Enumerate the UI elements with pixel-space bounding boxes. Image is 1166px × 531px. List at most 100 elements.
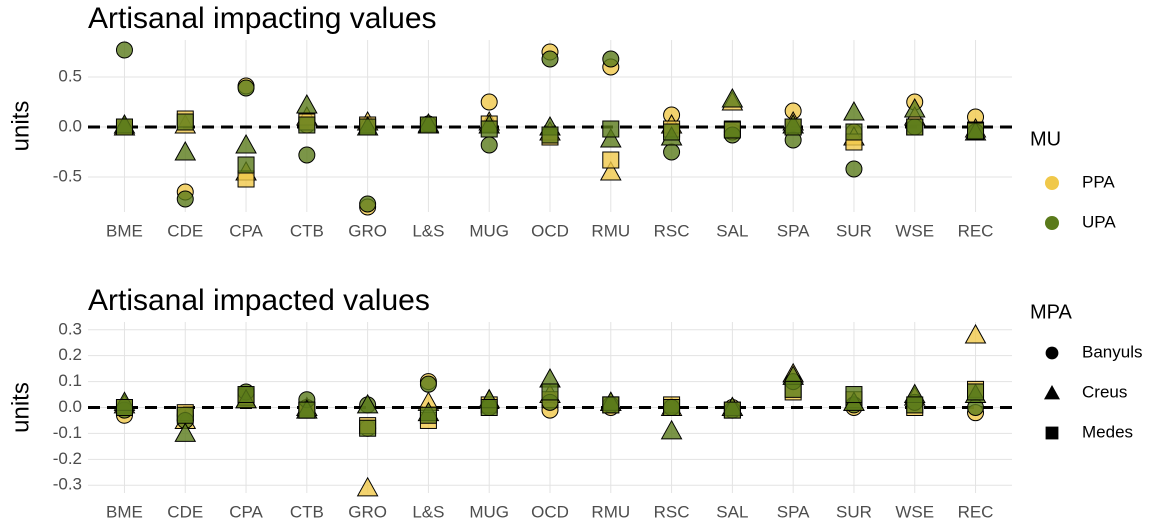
point xyxy=(602,50,620,68)
point xyxy=(176,113,194,131)
point xyxy=(663,143,681,161)
x-tick-label: SPA xyxy=(777,221,810,240)
legend-label: Medes xyxy=(1082,422,1133,441)
x-tick-label: BME xyxy=(106,221,143,240)
point xyxy=(115,41,133,59)
point xyxy=(660,419,683,440)
point xyxy=(480,93,498,111)
legend-label: PPA xyxy=(1082,172,1115,191)
x-tick-label: MUG xyxy=(469,502,509,521)
point xyxy=(480,399,498,416)
x-tick-label: GRO xyxy=(348,502,387,521)
point xyxy=(602,151,620,169)
point xyxy=(419,116,437,134)
y-axis-label: units xyxy=(7,101,34,152)
point xyxy=(419,406,437,424)
point xyxy=(174,140,197,161)
x-tick-label: REC xyxy=(958,221,994,240)
point xyxy=(843,100,865,121)
point xyxy=(784,380,802,398)
point xyxy=(295,93,318,114)
x-tick-label: RSC xyxy=(654,221,690,240)
legend-swatch xyxy=(1045,176,1059,190)
point xyxy=(663,123,681,141)
point xyxy=(174,422,197,442)
point xyxy=(298,401,316,419)
x-tick-label: SPA xyxy=(777,502,810,521)
point xyxy=(906,118,924,136)
point xyxy=(176,406,194,424)
x-tick-label: WSE xyxy=(895,221,934,240)
point xyxy=(480,120,498,138)
point xyxy=(964,323,987,344)
point xyxy=(419,375,437,393)
y-tick-label: 0.0 xyxy=(58,116,82,135)
point xyxy=(115,118,133,136)
x-tick-label: MUG xyxy=(469,221,509,240)
point xyxy=(480,136,498,154)
point xyxy=(602,396,620,414)
x-tick-label: CDE xyxy=(167,502,203,521)
y-tick-label: -0.2 xyxy=(53,449,82,468)
point xyxy=(237,386,255,404)
point xyxy=(298,146,316,164)
x-tick-label: L&S xyxy=(412,502,444,521)
legend-title: MPA xyxy=(1030,301,1073,323)
point xyxy=(356,393,379,414)
point xyxy=(723,401,741,419)
point xyxy=(602,120,620,138)
point xyxy=(599,160,622,181)
legend-label: Banyuls xyxy=(1082,342,1142,361)
y-tick-label: 0.5 xyxy=(58,66,82,85)
point xyxy=(906,396,924,414)
point xyxy=(599,127,622,148)
point xyxy=(176,190,194,208)
y-tick-label: -0.3 xyxy=(53,475,82,494)
x-tick-label: SUR xyxy=(836,502,872,521)
x-tick-label: RMU xyxy=(591,221,630,240)
point xyxy=(359,118,377,136)
x-tick-label: GRO xyxy=(348,221,387,240)
point xyxy=(541,50,559,68)
point xyxy=(356,476,379,497)
x-tick-label: OCD xyxy=(531,221,569,240)
legend-swatch xyxy=(1045,216,1059,230)
point xyxy=(967,122,985,140)
point xyxy=(903,97,926,118)
point xyxy=(723,121,741,139)
x-tick-label: L&S xyxy=(412,221,444,240)
point xyxy=(845,160,863,178)
point xyxy=(359,419,377,437)
point xyxy=(663,399,681,416)
x-tick-label: CDE xyxy=(167,221,203,240)
x-tick-label: SAL xyxy=(716,221,748,240)
y-tick-label: -0.1 xyxy=(53,423,82,442)
point xyxy=(967,383,985,401)
x-tick-label: CTB xyxy=(290,502,324,521)
point xyxy=(541,126,559,144)
x-tick-label: CTB xyxy=(290,221,324,240)
x-tick-label: REC xyxy=(958,502,994,521)
x-tick-label: RMU xyxy=(591,502,630,521)
x-tick-label: BME xyxy=(106,502,143,521)
point xyxy=(115,399,133,416)
legend-swatch xyxy=(1045,426,1059,440)
y-tick-label: 0.2 xyxy=(58,345,82,364)
y-axis-label: units xyxy=(7,382,34,433)
y-tick-label: 0.1 xyxy=(58,371,82,390)
y-tick-label: 0.0 xyxy=(58,397,82,416)
point xyxy=(845,123,863,141)
x-tick-label: CPA xyxy=(229,502,263,521)
point xyxy=(359,195,377,213)
x-tick-label: WSE xyxy=(895,502,934,521)
panel-title: Artisanal impacting values xyxy=(88,2,437,35)
point xyxy=(845,386,863,404)
point xyxy=(237,156,255,174)
legend-swatch xyxy=(1045,346,1059,360)
panel-title: Artisanal impacted values xyxy=(88,284,430,317)
x-tick-label: SAL xyxy=(716,502,748,521)
point xyxy=(235,133,257,154)
point xyxy=(237,79,255,97)
x-tick-label: CPA xyxy=(229,221,263,240)
